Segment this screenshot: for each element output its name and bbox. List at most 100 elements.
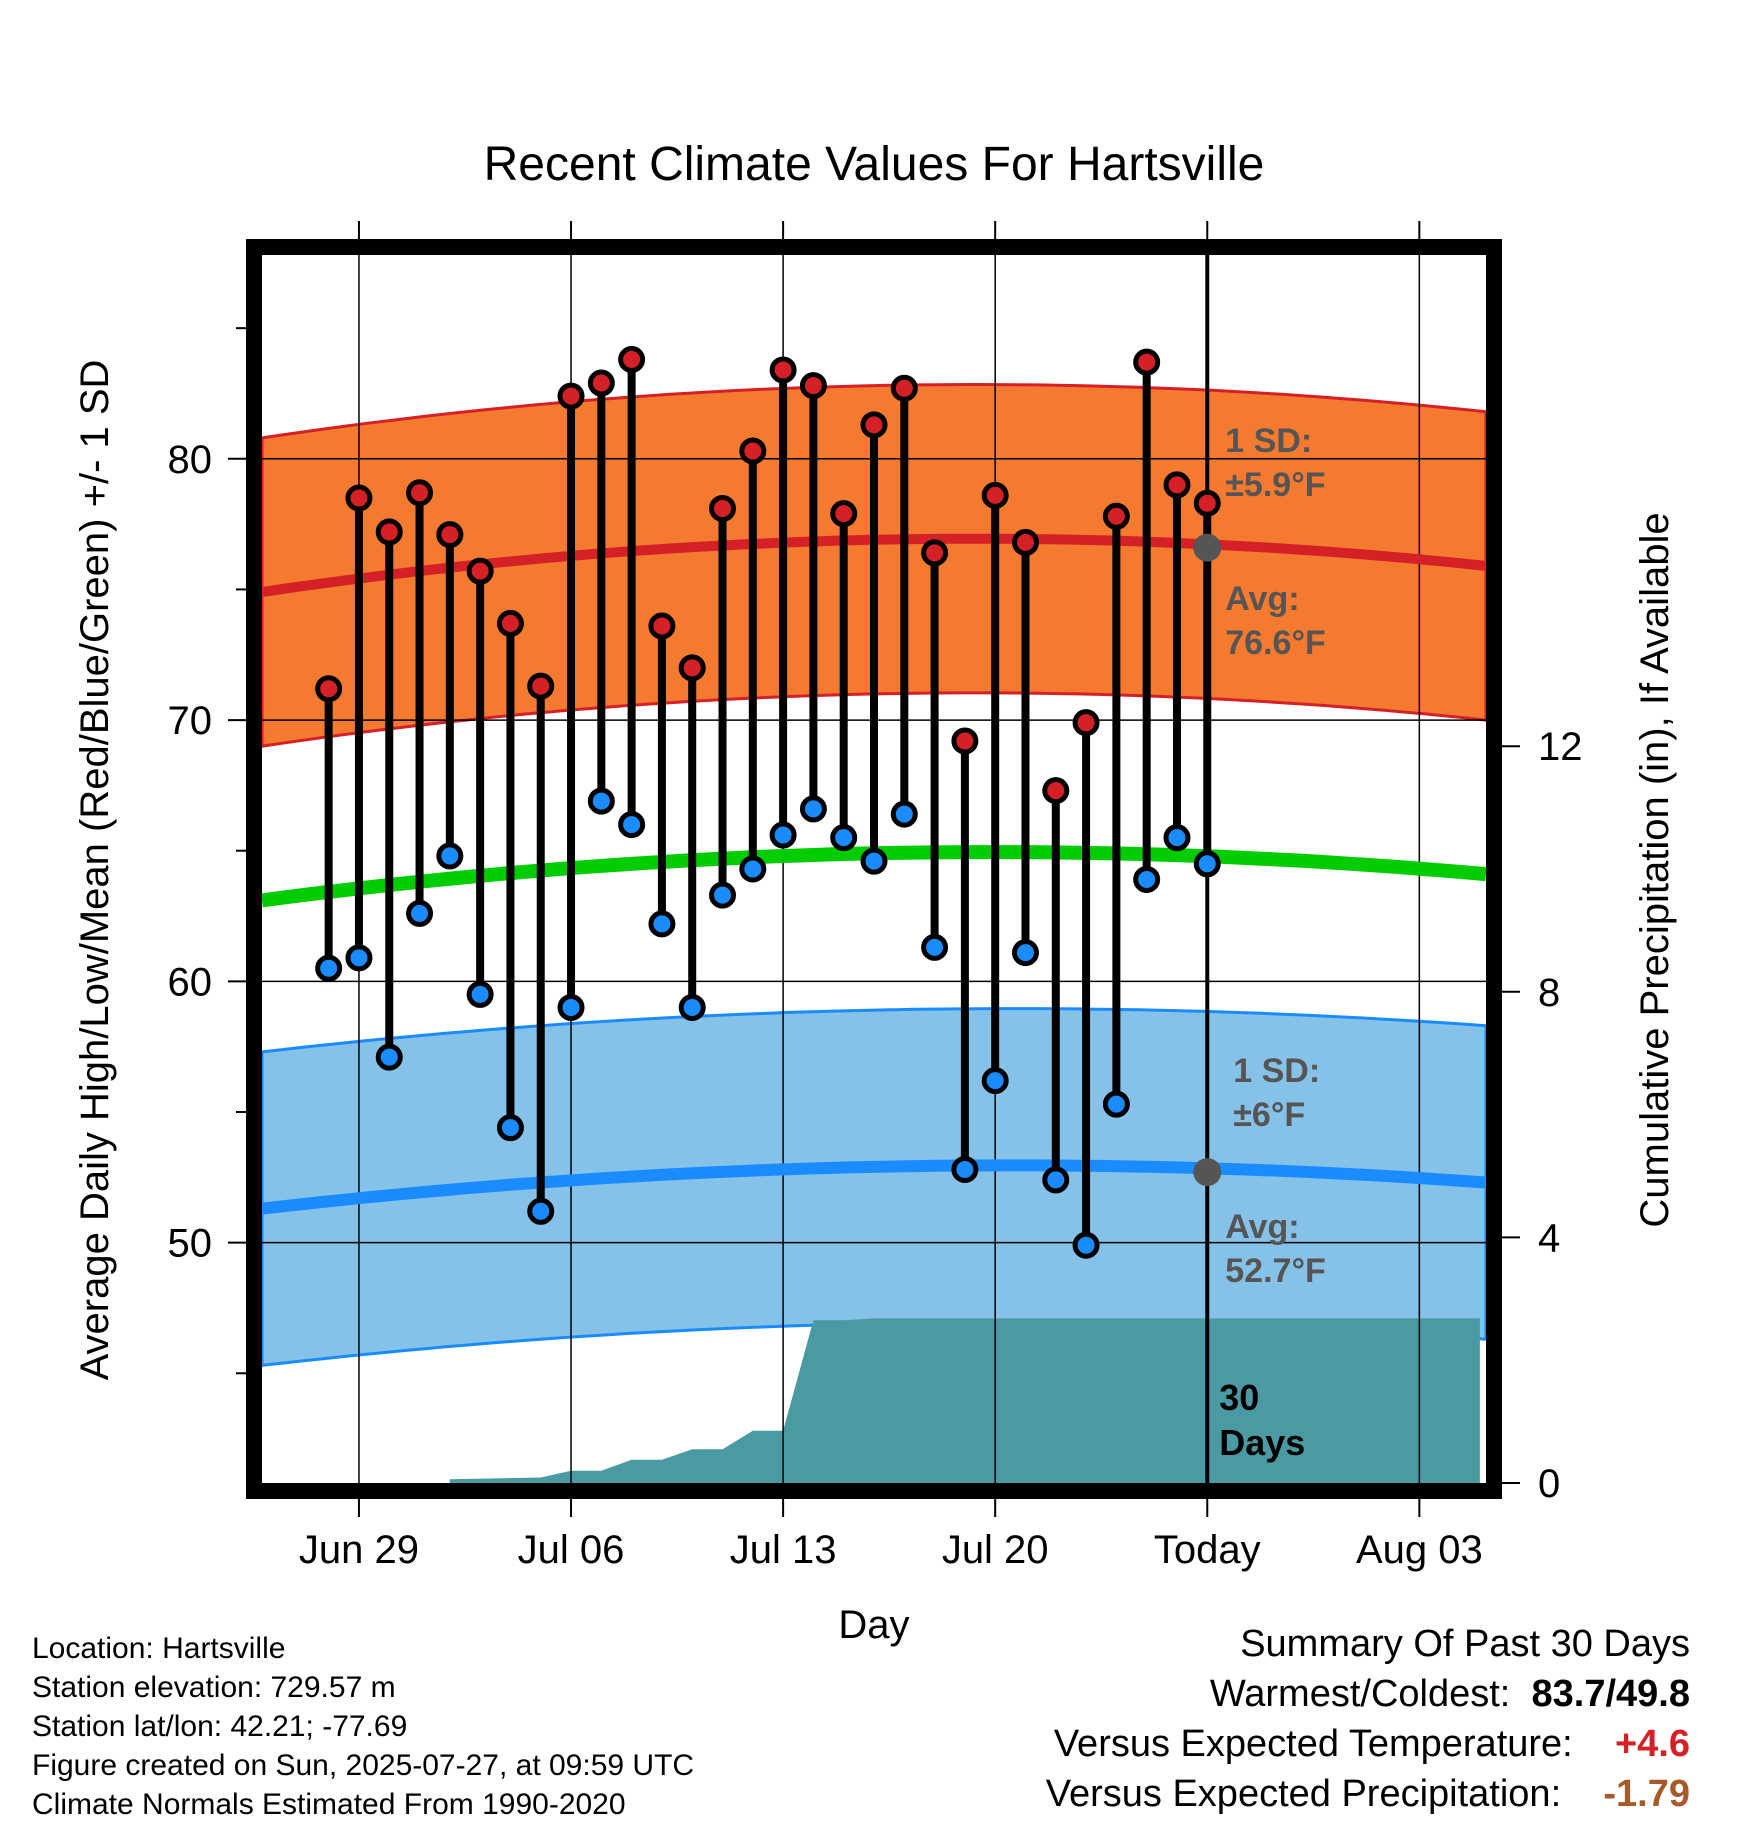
coldest-value: 49.8 bbox=[1616, 1673, 1690, 1715]
high-point bbox=[890, 374, 918, 402]
temp-anomaly-label: Versus Expected Temperature: bbox=[1053, 1723, 1573, 1765]
y-tick-label: 60 bbox=[168, 960, 213, 1004]
y2-axis-label: Cumulative Precipitation (in), If Availa… bbox=[1633, 512, 1677, 1227]
low-point bbox=[709, 881, 737, 909]
high-point bbox=[1163, 471, 1191, 499]
high-avg-label: Avg: bbox=[1225, 580, 1299, 618]
y-tick-label: 80 bbox=[168, 438, 213, 482]
high-point bbox=[1072, 709, 1100, 737]
days-label-number: 30 bbox=[1219, 1377, 1259, 1418]
low-avg-value: 52.7°F bbox=[1225, 1252, 1326, 1290]
x-tick-label: Jul 13 bbox=[730, 1528, 837, 1572]
high-point bbox=[709, 494, 737, 522]
high-point bbox=[496, 609, 524, 637]
low-point bbox=[618, 811, 646, 839]
plot-frame bbox=[246, 239, 1502, 1499]
low-point bbox=[557, 993, 585, 1021]
low-point bbox=[1011, 939, 1039, 967]
high-point bbox=[678, 654, 706, 682]
low-avg-today-marker bbox=[1193, 1158, 1222, 1187]
high-point bbox=[1011, 528, 1039, 556]
low-point bbox=[951, 1155, 979, 1183]
low-point bbox=[496, 1114, 524, 1142]
low-point bbox=[315, 954, 343, 982]
low-point bbox=[890, 800, 918, 828]
summary-title: Summary Of Past 30 Days bbox=[1240, 1623, 1690, 1665]
footer-elevation: Station elevation: 729.57 m bbox=[32, 1671, 396, 1704]
low-point bbox=[587, 787, 615, 815]
high-point bbox=[769, 356, 797, 384]
low-point bbox=[1102, 1090, 1130, 1118]
high-avg-value: 76.6°F bbox=[1225, 624, 1326, 662]
high-point bbox=[860, 411, 888, 439]
high-point bbox=[406, 479, 434, 507]
chart-title: Recent Climate Values For Hartsville bbox=[484, 138, 1265, 191]
x-tick-label: Aug 03 bbox=[1356, 1528, 1483, 1572]
low-point bbox=[1193, 850, 1221, 878]
low-point bbox=[375, 1043, 403, 1071]
low-point bbox=[799, 795, 827, 823]
summary-precip: Versus Expected Precipitation: -1.79 bbox=[1046, 1773, 1690, 1816]
high-point bbox=[587, 369, 615, 397]
high-point bbox=[830, 500, 858, 528]
high-point bbox=[315, 675, 343, 703]
high-avg-today-marker bbox=[1193, 533, 1222, 562]
low-point bbox=[1133, 865, 1161, 893]
high-point bbox=[1193, 489, 1221, 517]
high-point bbox=[557, 382, 585, 410]
high-point bbox=[436, 521, 464, 549]
high-point bbox=[1133, 348, 1161, 376]
warmest-value: 83.7 bbox=[1531, 1673, 1606, 1715]
low-sd-label: 1 SD: bbox=[1233, 1052, 1320, 1090]
low-point bbox=[1072, 1231, 1100, 1259]
high-point bbox=[466, 557, 494, 585]
low-point bbox=[345, 944, 373, 972]
precip-area bbox=[449, 1318, 1480, 1483]
high-point bbox=[648, 612, 676, 640]
summary-warm-cold: Warmest/Coldest: 83.7/49.8 bbox=[1210, 1673, 1690, 1716]
y2-tick-label: 4 bbox=[1538, 1216, 1560, 1260]
high-point bbox=[345, 484, 373, 512]
high-point bbox=[951, 727, 979, 755]
high-point bbox=[618, 346, 646, 374]
normal-low-line bbox=[262, 1159, 1486, 1215]
low-point bbox=[406, 899, 434, 927]
low-point bbox=[527, 1197, 555, 1225]
x-axis-label: Day bbox=[838, 1603, 909, 1647]
low-point bbox=[648, 910, 676, 938]
x-tick-label: Jul 20 bbox=[942, 1528, 1049, 1572]
high-point bbox=[921, 539, 949, 567]
footer-latlon: Station lat/lon: 42.21; -77.69 bbox=[32, 1710, 408, 1743]
days-label-text: Days bbox=[1219, 1422, 1305, 1463]
y2-tick-label: 12 bbox=[1538, 725, 1583, 769]
x-tick-label: Today bbox=[1154, 1528, 1261, 1572]
y-axis-label: Average Daily High/Low/Mean (Red/Blue/Gr… bbox=[73, 360, 117, 1381]
plot-area: 1 SD: ±5.9°F Avg: 76.6°F 1 SD: ±6°F Avg: 52.7°F… bbox=[168, 221, 1583, 1572]
separator: / bbox=[1605, 1673, 1617, 1715]
footer-normals: Climate Normals Estimated From 1990-2020 bbox=[32, 1788, 626, 1821]
low-point bbox=[921, 933, 949, 961]
low-point bbox=[830, 824, 858, 852]
high-point bbox=[527, 672, 555, 700]
low-point bbox=[1042, 1166, 1070, 1194]
high-point bbox=[1102, 502, 1130, 530]
low-avg-label: Avg: bbox=[1225, 1208, 1299, 1246]
low-point bbox=[769, 821, 797, 849]
high-sd-label: 1 SD: bbox=[1225, 422, 1312, 460]
warm-cold-label: Warmest/Coldest: bbox=[1209, 1673, 1511, 1715]
low-point bbox=[466, 980, 494, 1008]
footer-created: Figure created on Sun, 2025-07-27, at 09… bbox=[32, 1749, 695, 1782]
low-point bbox=[739, 855, 767, 883]
footer-location: Location: Hartsville bbox=[32, 1632, 286, 1665]
low-point bbox=[678, 993, 706, 1021]
summary-temp: Versus Expected Temperature: +4.6 bbox=[1054, 1723, 1690, 1766]
precip-anomaly-value: -1.79 bbox=[1603, 1773, 1690, 1815]
x-tick-label: Jun 29 bbox=[299, 1528, 419, 1572]
low-point bbox=[860, 847, 888, 875]
low-sd-value: ±6°F bbox=[1233, 1096, 1305, 1134]
y2-tick-label: 8 bbox=[1538, 971, 1560, 1015]
y-tick-label: 70 bbox=[168, 699, 213, 743]
y2-tick-label: 0 bbox=[1538, 1462, 1560, 1506]
high-point bbox=[981, 481, 1009, 509]
